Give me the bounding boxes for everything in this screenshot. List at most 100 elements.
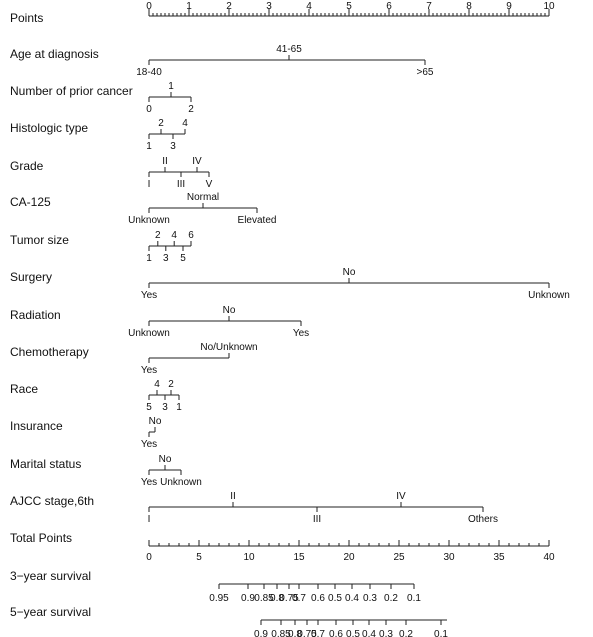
variable-label: CA-125 (10, 195, 51, 209)
variable-label: Insurance (10, 419, 63, 433)
survival-tick-label: 0.8 (288, 629, 302, 637)
level-label: 0 (146, 104, 152, 115)
total-points-tick-label: 35 (493, 552, 505, 563)
points-axis-tick-label: 10 (543, 1, 555, 12)
variable-label: Marital status (10, 457, 81, 471)
level-label: 18-40 (136, 67, 162, 78)
total-points-tick-label: 15 (293, 552, 305, 563)
total-points-tick-label: 10 (243, 552, 255, 563)
level-label: Normal (187, 192, 219, 203)
level-label: 4 (171, 230, 177, 241)
variable-row: Insurance Yes No (10, 416, 162, 450)
points-axis-tick-label: 9 (506, 1, 512, 12)
survival-tick-label: 0.1 (434, 629, 448, 637)
level-label: 1 (146, 253, 152, 264)
level-label: III (313, 514, 321, 525)
level-label: Yes (141, 290, 157, 301)
survival-tick-label: 0.75 (297, 629, 317, 637)
variable-row: Marital status Yes No Unknown (10, 454, 202, 488)
survival-tick-label: 0.2 (399, 629, 413, 637)
points-axis-tick-label: 1 (186, 1, 192, 12)
level-label: III (177, 179, 185, 190)
survival-tick-label: 0.75 (279, 593, 299, 604)
level-label: V (206, 179, 213, 190)
level-label: 2 (158, 118, 164, 129)
survival-tick-label: 0.2 (384, 593, 398, 604)
survival-tick-label: 0.1 (407, 593, 421, 604)
level-label: No (223, 305, 236, 316)
points-axis-tick-label: 5 (346, 1, 352, 12)
variable-label: Chemotherapy (10, 345, 89, 359)
variable-label: Tumor size (10, 233, 69, 247)
total-points-tick-label: 40 (543, 552, 555, 563)
level-label: No (343, 267, 356, 278)
level-label: Others (468, 514, 498, 525)
survival-tick-label: 0.3 (379, 629, 393, 637)
level-label: Yes (141, 477, 157, 488)
level-label: 3 (162, 402, 168, 413)
points-axis-tick-label: 6 (386, 1, 392, 12)
level-label: 1 (146, 141, 152, 152)
survival-tick-label: 0.6 (311, 593, 325, 604)
variable-label: Number of prior cancer (10, 84, 133, 98)
level-label: 6 (188, 230, 194, 241)
variable-label: Surgery (10, 270, 52, 284)
variable-label: Histologic type (10, 121, 88, 135)
total-points-label: Total Points (10, 531, 72, 545)
level-label: 1 (176, 402, 182, 413)
level-label: No/Unknown (200, 342, 257, 353)
level-label: I (148, 514, 151, 525)
total-points-tick-label: 20 (343, 552, 355, 563)
survival-tick-label: 0.85 (254, 593, 274, 604)
variable-label: Radiation (10, 308, 61, 322)
survival-axis-label: 5−year survival (10, 605, 91, 619)
survival-tick-label: 0.9 (241, 593, 255, 604)
level-label: Elevated (238, 215, 277, 226)
survival-tick-label: 0.5 (328, 593, 342, 604)
points-axis-tick-label: 0 (146, 1, 152, 12)
variable-row: Histologic type 1 2 3 4 (10, 118, 188, 152)
survival-tick-label: 0.85 (271, 629, 291, 637)
points-axis-tick-label: 2 (226, 1, 232, 12)
level-label: >65 (417, 67, 434, 78)
variable-row: Race 5 4 3 2 1 (10, 379, 182, 413)
points-axis-tick-label: 4 (306, 1, 312, 12)
variable-row: Number of prior cancer 0 1 2 (10, 81, 194, 115)
survival-tick-label: 0.9 (254, 629, 268, 637)
variable-label: Age at diagnosis (10, 47, 99, 61)
level-label: 2 (155, 230, 161, 241)
level-label: I (148, 179, 151, 190)
level-label: II (230, 491, 236, 502)
survival-tick-label: 0.3 (363, 593, 377, 604)
level-label: No (159, 454, 172, 465)
level-label: 2 (168, 379, 174, 390)
survival-tick-label: 0.6 (329, 629, 343, 637)
survival-tick-label: 0.4 (345, 593, 359, 604)
level-label: Unknown (128, 328, 170, 339)
points-axis-label: Points (10, 11, 43, 25)
survival-axis-label: 3−year survival (10, 569, 91, 583)
points-axis: Points 0 1 2 3 4 5 6 7 8 9 10 (10, 1, 555, 25)
level-label: 4 (154, 379, 160, 390)
level-label: No (149, 416, 162, 427)
survival-tick-label: 0.8 (270, 593, 284, 604)
survival-tick-label: 0.95 (209, 593, 229, 604)
points-axis-tick-label: 3 (266, 1, 272, 12)
points-axis-tick-label: 8 (466, 1, 472, 12)
level-label: Unknown (128, 215, 170, 226)
total-points-tick-label: 0 (146, 552, 152, 563)
level-label: Unknown (528, 290, 570, 301)
level-label: Yes (293, 328, 309, 339)
variable-label: AJCC stage,6th (10, 494, 94, 508)
points-axis-tick-label: 7 (426, 1, 432, 12)
survival-tick-label: 0.7 (311, 629, 325, 637)
total-points-axis: Total Points 0 5 10 15 20 25 30 35 40 (10, 531, 555, 563)
survival-tick-label: 0.4 (362, 629, 376, 637)
survival-tick-label: 0.7 (292, 593, 306, 604)
level-label: 5 (180, 253, 186, 264)
level-label: IV (192, 156, 202, 167)
